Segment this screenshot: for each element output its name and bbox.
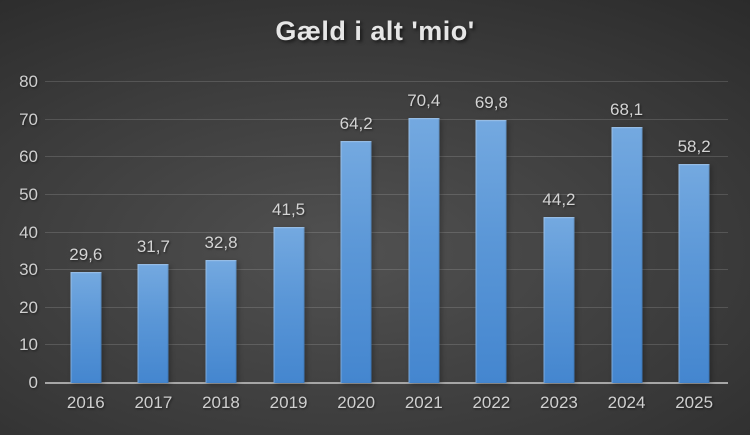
x-axis-label: 2020 [337, 393, 376, 412]
bar-2023[interactable] [543, 216, 575, 383]
bar-2022[interactable] [475, 120, 507, 383]
bar-slot: 69,8 [458, 82, 526, 383]
gridline [45, 231, 728, 233]
gridline [45, 269, 728, 271]
bar-value-label: 44,2 [542, 189, 576, 209]
x-axis: 2016 2017 2018 2019 2020 2021 2022 2023 2024 2025 [52, 393, 728, 413]
bar-2017[interactable] [137, 263, 169, 383]
bar-value-label: 64,2 [339, 114, 373, 134]
y-axis-label: 80 [19, 72, 38, 91]
bar-slot: 31,7 [120, 82, 188, 383]
y-axis-label: 0 [28, 373, 38, 392]
gridline [45, 81, 728, 82]
bar-slot: 44,2 [525, 82, 593, 383]
x-axis-label: 2023 [540, 393, 578, 412]
bar-slot: 68,1 [593, 82, 661, 383]
bar-slot: 58,2 [660, 82, 728, 383]
bar-2018[interactable] [205, 259, 237, 383]
y-axis-label: 30 [19, 260, 38, 280]
bar-value-label: 32,8 [204, 232, 238, 252]
bar-2019[interactable] [273, 226, 305, 383]
bar-slot: 32,8 [187, 82, 255, 383]
x-axis-label: 2016 [66, 393, 105, 412]
y-axis-label: 50 [19, 184, 38, 204]
bar-value-label: 29,6 [69, 244, 103, 264]
x-axis-line [45, 382, 728, 384]
x-axis-label: 2024 [607, 393, 646, 412]
bar-value-label: 31,7 [136, 236, 170, 256]
bar-2020[interactable] [340, 141, 372, 383]
x-axis-label: 2018 [202, 393, 240, 412]
plot-area: 29,6 31,7 32,8 41,5 64,2 70,4 69,8 44,2 68,1 58,2 [45, 81, 728, 384]
gridline [45, 193, 728, 195]
gridline [45, 344, 728, 346]
bar-value-label: 69,8 [474, 93, 508, 113]
x-axis-label: 2025 [675, 393, 714, 412]
y-axis-label: 20 [19, 297, 38, 317]
x-axis-label: 2019 [269, 393, 308, 412]
x-axis-label: 2021 [404, 393, 443, 412]
bar-value-label: 70,4 [407, 91, 441, 111]
bar-slot: 29,6 [52, 82, 120, 383]
bar-2016[interactable] [70, 271, 102, 383]
y-axis-label: 70 [19, 109, 38, 129]
bars: 29,6 31,7 32,8 41,5 64,2 70,4 69,8 44,2 68,1 58,2 [52, 82, 728, 383]
y-axis: 0 10 20 30 40 50 60 70 80 [0, 72, 44, 392]
bar-2021[interactable] [408, 118, 440, 383]
x-axis-label: 2017 [134, 393, 173, 412]
bar-slot: 70,4 [390, 82, 458, 383]
chart-title: Gæld i alt 'mio' [275, 16, 475, 46]
bar-value-label: 68,1 [610, 99, 644, 119]
y-axis-label: 60 [19, 147, 38, 167]
bar-slot: 64,2 [322, 82, 390, 383]
bar-2025[interactable] [678, 164, 710, 383]
x-axis-label: 2022 [472, 393, 511, 412]
gridline [45, 306, 728, 308]
bar-value-label: 58,2 [677, 137, 711, 157]
gridline [45, 156, 728, 158]
y-axis-label: 10 [19, 335, 38, 355]
bar-value-label: 41,5 [272, 199, 306, 219]
bar-slot: 41,5 [255, 82, 323, 383]
bar-2024[interactable] [611, 126, 643, 383]
y-axis-label: 40 [19, 222, 38, 242]
gridline [45, 118, 728, 120]
